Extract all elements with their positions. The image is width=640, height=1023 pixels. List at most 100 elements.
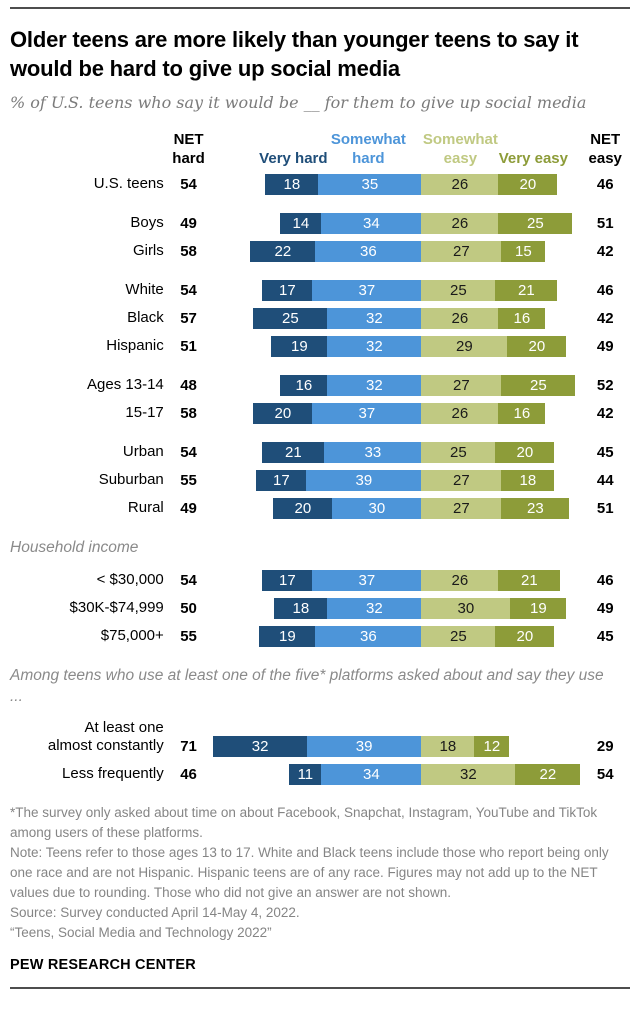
net-hard-value: 55	[180, 472, 197, 489]
bar-segment-very-easy: 25	[498, 213, 573, 234]
bar-group: Household income < $30,000 54 17 37 26 21 46 $30…	[10, 537, 630, 647]
easy-side: 27 25	[421, 375, 576, 396]
bar-segment-very-easy: 15	[501, 241, 546, 262]
bar-segment-very-easy: 16	[498, 308, 546, 329]
bar-segment-very-easy: 20	[495, 442, 555, 463]
net-hard-value: 49	[180, 500, 197, 517]
bar-segment-somewhat-easy: 26	[421, 213, 499, 234]
row-label: $30K-$74,999	[69, 599, 164, 616]
bar-track: 16 32 27 25	[213, 375, 580, 396]
bar-segment-very-hard: 11	[289, 764, 322, 785]
row-label: Ages 13-14	[87, 376, 164, 393]
chart-rows: U.S. teens 54 18 35 26 20 46 Boys 49 14 34 26 25 51 Gi…	[10, 174, 630, 785]
row-label: White	[125, 281, 164, 298]
net-easy-value: 46	[596, 282, 614, 299]
bar-group: Among teens who use at least one of the …	[10, 665, 630, 785]
footnote-source: Source: Survey conducted April 14-May 4,…	[10, 905, 300, 920]
bar-track: 20 30 27 23	[213, 498, 580, 519]
row-label: Less frequently	[62, 765, 164, 782]
row-label: Boys	[130, 214, 164, 231]
easy-side: 25 21	[421, 280, 558, 301]
bar-track: 11 34 32 22	[213, 764, 581, 785]
bar-row: < $30,000 54 17 37 26 21 46	[10, 570, 630, 591]
footnote-asterisk: *The survey only asked about time on abo…	[10, 805, 598, 840]
bar-track: 14 34 26 25	[213, 213, 580, 234]
net-hard-value: 50	[180, 600, 197, 617]
page-subtitle: % of U.S. teens who say it would be __ f…	[10, 93, 587, 112]
bar-segment-very-easy: 25	[501, 375, 576, 396]
bar-segment-somewhat-easy: 25	[421, 442, 496, 463]
net-hard-value: 54	[180, 176, 197, 193]
bar-row: Suburban 55 17 39 27 18 44	[10, 470, 630, 491]
bar-segment-very-easy: 22	[515, 764, 581, 785]
bar-segment-very-hard: 17	[262, 570, 313, 591]
net-easy-value: 46	[596, 176, 614, 193]
bar-segment-somewhat-easy: 18	[421, 736, 475, 757]
bar-segment-somewhat-easy: 26	[421, 308, 499, 329]
easy-side: 27 18	[421, 470, 555, 491]
bar-segment-somewhat-easy: 27	[421, 498, 502, 519]
top-divider	[10, 7, 630, 9]
row-label: 15-17	[125, 404, 164, 421]
bottom-divider	[10, 987, 630, 989]
easy-side: 25 20	[421, 626, 555, 647]
net-hard-value: 51	[180, 338, 197, 355]
bar-segment-very-hard: 18	[274, 598, 328, 619]
bar-segment-very-easy: 20	[495, 626, 555, 647]
row-label: Girls	[132, 242, 164, 259]
footnotes: *The survey only asked about time on abo…	[10, 803, 630, 943]
bar-group: White 54 17 37 25 21 46 Black 57 25 32 26 16 42 Hispan…	[10, 280, 630, 357]
series-headers: Very hard Somewhat hard Somewhat easy Ve…	[213, 130, 580, 168]
hard-side: 17 39	[213, 470, 422, 491]
net-easy-value: 44	[596, 472, 614, 489]
bar-segment-somewhat-hard: 39	[306, 736, 422, 757]
row-label: $75,000+	[100, 627, 164, 644]
bar-segment-very-hard: 25	[253, 308, 328, 329]
hard-side: 19 32	[213, 336, 422, 357]
bar-segment-very-easy: 16	[498, 403, 546, 424]
net-easy-value: 42	[596, 310, 614, 327]
bar-segment-very-easy: 18	[501, 470, 555, 491]
column-header-net-easy: NET easy	[588, 131, 622, 167]
footnote-citation: “Teens, Social Media and Technology 2022…	[10, 925, 272, 940]
section-heading: Household income	[10, 539, 139, 556]
easy-side: 26 21	[421, 570, 561, 591]
bar-segment-somewhat-hard: 34	[321, 213, 422, 234]
bar-segment-somewhat-hard: 35	[318, 174, 422, 195]
column-headers: NET hard Very hard Somewhat hard Somewha…	[10, 130, 630, 168]
hard-side: 32 39	[213, 736, 422, 757]
net-hard-value: 49	[180, 215, 197, 232]
row-label: At least one almost constantly	[47, 719, 164, 754]
hard-side: 18 35	[213, 174, 422, 195]
bar-segment-somewhat-hard: 36	[315, 241, 422, 262]
bar-row: Urban 54 21 33 25 20 45	[10, 442, 630, 463]
net-easy-value: 52	[596, 377, 614, 394]
net-easy-value: 54	[596, 766, 614, 783]
bar-row: $75,000+ 55 19 36 25 20 45	[10, 626, 630, 647]
bar-segment-very-easy: 20	[507, 336, 567, 357]
bar-segment-very-hard: 20	[253, 403, 313, 424]
column-header-somewhat-easy: Somewhat easy	[422, 131, 498, 167]
bar-row: Less frequently 46 11 34 32 22 54	[10, 764, 630, 785]
net-easy-value: 42	[596, 405, 614, 422]
net-hard-value: 48	[180, 377, 197, 394]
net-easy-value: 45	[596, 628, 614, 645]
easy-side: 25 20	[421, 442, 555, 463]
bar-segment-very-hard: 17	[256, 470, 307, 491]
net-hard-value: 54	[180, 572, 197, 589]
easy-side: 29 20	[421, 336, 567, 357]
column-header-very-hard: Very hard	[259, 150, 328, 167]
net-hard-value: 54	[180, 282, 197, 299]
hard-side: 20 37	[213, 403, 422, 424]
bar-segment-somewhat-easy: 26	[421, 174, 499, 195]
row-label: Suburban	[98, 471, 164, 488]
footnote-note: Note: Teens refer to those ages 13 to 17…	[10, 845, 609, 900]
bar-segment-very-easy: 21	[498, 570, 561, 591]
easy-side: 32 22	[421, 764, 581, 785]
bar-row: Girls 58 22 36 27 15 42	[10, 241, 630, 262]
bar-segment-somewhat-hard: 30	[332, 498, 422, 519]
bar-segment-somewhat-hard: 32	[327, 598, 422, 619]
net-easy-value: 49	[596, 338, 614, 355]
row-label: Rural	[127, 499, 164, 516]
bar-track: 18 32 30 19	[213, 598, 580, 619]
